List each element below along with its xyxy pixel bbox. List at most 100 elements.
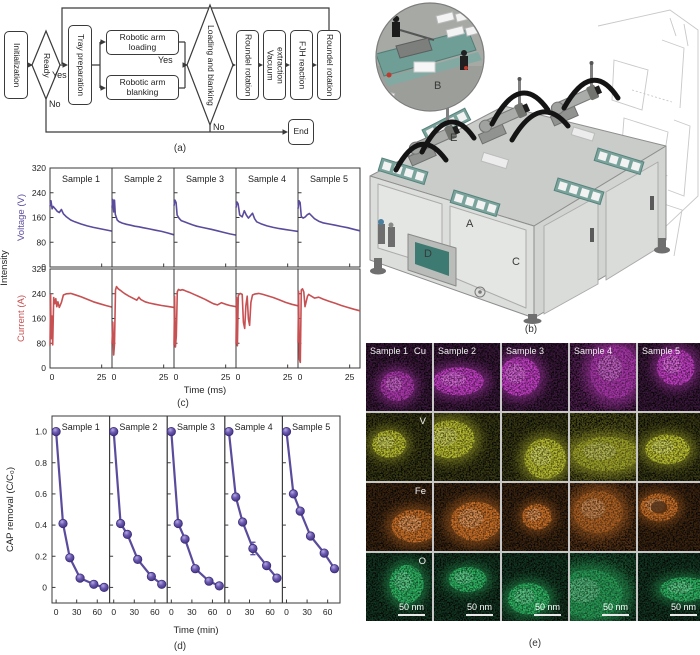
data-point bbox=[231, 492, 241, 502]
x-tick-label: 60 bbox=[93, 607, 103, 617]
trace bbox=[111, 285, 175, 356]
eds-cell-fe-sample-3 bbox=[502, 483, 568, 551]
eds-grid: Sample 1 Cu Sample 2 Sample 3 Sample 4 Sample… bbox=[366, 343, 700, 621]
trace bbox=[170, 431, 220, 587]
x-tick-label: 60 bbox=[265, 607, 275, 617]
panel-a-flowchart: Initialization Ready Tray preparation Ro… bbox=[0, 0, 360, 158]
data-point bbox=[238, 517, 248, 527]
y-tick-label: 240 bbox=[32, 289, 46, 299]
data-point bbox=[190, 564, 200, 574]
eds-sample-label: Sample 3 bbox=[506, 346, 545, 356]
eds-cell-o-sample-4: 50 nm bbox=[570, 553, 636, 621]
trace bbox=[235, 292, 299, 347]
y-tick-label: 0 bbox=[41, 363, 46, 373]
eds-cell-o-sample-3: 50 nm bbox=[502, 553, 568, 621]
tray-rack bbox=[593, 147, 645, 176]
caption-a: (a) bbox=[173, 143, 187, 154]
y-axis-label: Voltage (V) bbox=[16, 194, 27, 241]
eds-map bbox=[502, 343, 568, 411]
eds-map bbox=[434, 553, 500, 621]
flow-node-roundel-rotation-2: Roundel rotation bbox=[317, 30, 341, 100]
machine-label-d: D bbox=[424, 248, 432, 260]
x-tick-label: 0 bbox=[112, 372, 117, 382]
c-top-subplot-sample-4: Sample 4 bbox=[235, 167, 299, 268]
scale-bar: 50 nm bbox=[670, 602, 697, 616]
scale-bar-label: 50 nm bbox=[670, 602, 696, 612]
scale-bar-label: 50 nm bbox=[466, 602, 492, 612]
x-tick-label: 0 bbox=[174, 372, 179, 382]
trace bbox=[297, 199, 361, 232]
sample-label: Sample 2 bbox=[124, 174, 162, 184]
data-point bbox=[166, 427, 176, 437]
y-tick-label: 320 bbox=[32, 264, 46, 274]
data-point bbox=[122, 529, 133, 540]
c-bottom-subplot-sample-5 bbox=[297, 268, 361, 369]
eds-element-label: Fe bbox=[414, 486, 426, 497]
robot-arm bbox=[477, 102, 531, 145]
data-point bbox=[214, 581, 224, 591]
panel-e-eds: Sample 1 Cu Sample 2 Sample 3 Sample 4 Sample… bbox=[366, 343, 700, 625]
data-point bbox=[305, 531, 316, 541]
data-point bbox=[58, 518, 68, 529]
x-tick-label: 30 bbox=[302, 607, 312, 617]
data-point bbox=[173, 518, 183, 529]
data-point bbox=[116, 518, 126, 529]
data-point bbox=[51, 427, 61, 437]
data-point bbox=[288, 489, 298, 499]
scale-bar-line bbox=[670, 614, 697, 616]
trace bbox=[227, 431, 278, 579]
y-tick-label: 80 bbox=[37, 338, 47, 348]
y-tick-label: 160 bbox=[32, 314, 46, 324]
panel-c-chart: Sample 1 Sample 2 Sample 3 Sample 4 Sample 5… bbox=[0, 158, 366, 396]
caption-d: (d) bbox=[173, 641, 187, 652]
flowchart-connectors bbox=[27, 3, 330, 135]
eds-cell-fe-sample-5 bbox=[638, 483, 700, 551]
eds-map bbox=[570, 413, 636, 481]
sample-label: Sample 3 bbox=[177, 422, 215, 432]
eds-cell-fe-sample-4 bbox=[570, 483, 636, 551]
voltage-current-chart: Sample 1 Sample 2 Sample 3 Sample 4 Sample 5… bbox=[0, 163, 361, 396]
data-point bbox=[261, 561, 272, 571]
door-handle bbox=[590, 228, 594, 242]
x-tick-label: 25 bbox=[283, 372, 293, 382]
machine-label-a: A bbox=[466, 218, 474, 230]
eds-cell-v-sample-1: V bbox=[366, 413, 432, 481]
y-tick-label: 0 bbox=[42, 582, 47, 592]
flow-node-loading-and-blanking: Loading and blanking bbox=[205, 24, 216, 106]
eds-cell-cu-sample-1: Sample 1 Cu bbox=[366, 343, 432, 411]
data-point bbox=[281, 427, 292, 437]
flow-node-end: End bbox=[288, 119, 314, 145]
eds-map bbox=[366, 553, 432, 621]
x-tick-label: 25 bbox=[221, 372, 231, 382]
eds-cell-v-sample-4 bbox=[570, 413, 636, 481]
tabletop-equipment bbox=[377, 61, 645, 218]
machine-illustration bbox=[369, 2, 699, 324]
eds-cell-fe-sample-1: Fe bbox=[366, 483, 432, 551]
caption-e: (e) bbox=[528, 638, 542, 649]
flow-node-robotic-arm-loading: Robotic arm loading bbox=[106, 30, 179, 55]
flow-node-roundel-rotation-1: Roundel rotation bbox=[236, 30, 259, 100]
eds-cell-cu-sample-4: Sample 4 bbox=[570, 343, 636, 411]
y-tick-label: 0 bbox=[41, 262, 46, 272]
data-point bbox=[248, 543, 258, 554]
eds-map bbox=[366, 343, 432, 411]
y-tick-label: 0.4 bbox=[35, 520, 47, 530]
eds-cell-o-sample-1: O 50 nm bbox=[366, 553, 432, 621]
eds-cell-fe-sample-2 bbox=[434, 483, 500, 551]
air-filter-unit bbox=[378, 224, 385, 244]
c-bottom-subplot-sample-2 bbox=[111, 268, 175, 369]
trace bbox=[235, 201, 299, 233]
eds-element-label: V bbox=[419, 416, 426, 427]
y-tick-label: 80 bbox=[37, 237, 47, 247]
flow-label-ready-yes: Yes bbox=[52, 70, 67, 80]
trace bbox=[297, 288, 361, 364]
cap-subplot-sample-5: Sample 5 bbox=[281, 415, 341, 604]
cap-subplot-sample-3: Sample 3 bbox=[166, 415, 226, 604]
machine-label-c: C bbox=[512, 256, 520, 268]
c-bottom-subplot-sample-3 bbox=[173, 268, 237, 369]
flow-label-loading-no: No bbox=[213, 122, 225, 132]
cap-subplot-sample-1: Sample 1 bbox=[51, 415, 111, 604]
eds-map bbox=[434, 343, 500, 411]
scale-bar: 50 nm bbox=[398, 602, 425, 616]
